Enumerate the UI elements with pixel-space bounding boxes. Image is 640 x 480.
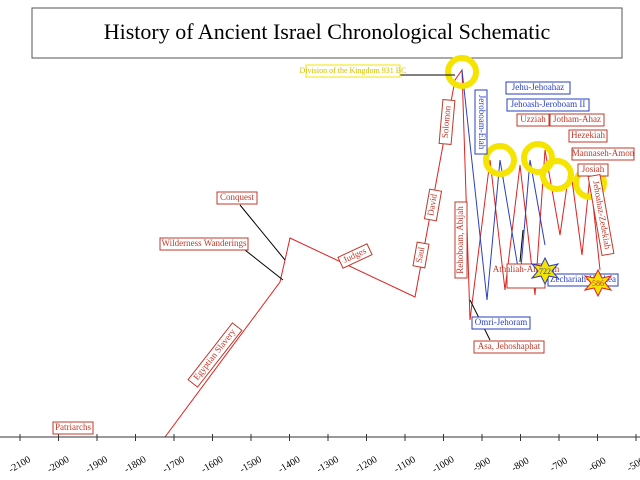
label: Saul	[414, 246, 427, 264]
label: Egyptian Slavery	[191, 326, 238, 382]
tick-label: -700	[548, 455, 569, 474]
label: Jeroboam-Elah	[477, 95, 487, 150]
label: Wilderness Wanderings	[162, 238, 247, 248]
label: Uzziah	[520, 114, 546, 124]
tick-label: -1900	[84, 454, 110, 475]
tick-label: -500	[625, 455, 640, 474]
title-box	[31, 7, 623, 59]
label: Josiah	[582, 164, 605, 174]
label: 586	[592, 279, 604, 288]
label: Mannaseh-Amon	[572, 148, 635, 158]
tick-label: -1600	[200, 454, 226, 475]
highlights	[445, 55, 607, 200]
axis: -2100 -2000 -1900 -1800 -1700 -1600 -1500 -1400…	[7, 434, 640, 475]
label: Jehu-Jehoahaz	[512, 82, 564, 92]
label: Division of the Kingdom 931 BC	[300, 66, 407, 75]
tick-label: -1500	[238, 454, 264, 475]
timeline	[0, 68, 601, 438]
label: Asa, Jehoshaphat	[478, 341, 541, 351]
label: 722	[539, 267, 551, 276]
label: Omri-Jehoram	[475, 317, 527, 327]
label: Zechariah-Hoshea	[550, 274, 616, 284]
title: History of Ancient Israel Chronological …	[104, 19, 551, 44]
label: Conquest	[220, 192, 255, 202]
tick-label: -1700	[161, 454, 187, 475]
label: Solomon	[440, 105, 453, 139]
tick-label: -600	[587, 455, 608, 474]
tick-label: -900	[471, 455, 492, 474]
tick-label: -800	[510, 455, 531, 474]
tick-label: -1000	[431, 454, 457, 475]
tick-label: -1800	[123, 454, 149, 475]
label: Patriarchs	[55, 422, 91, 432]
tick-label: -1400	[277, 454, 303, 475]
label: Jotham-Ahaz	[553, 114, 601, 124]
label: Athaliah-Amaziah	[493, 264, 560, 274]
tick-label: -1100	[392, 454, 417, 475]
label: Jehoash-Jeroboam II	[511, 99, 586, 109]
tick-label: -2100	[7, 454, 33, 475]
label: Rehoboam, Abijah	[455, 206, 465, 274]
boxes: Patriarchs Egyptian Slavery Wilderness W…	[52, 64, 635, 435]
tick-label: -2000	[46, 454, 72, 475]
label: David	[425, 193, 439, 217]
label: Hezekiah	[571, 130, 605, 140]
tick-label: -1200	[354, 454, 380, 475]
tick-label: -1300	[315, 454, 341, 475]
